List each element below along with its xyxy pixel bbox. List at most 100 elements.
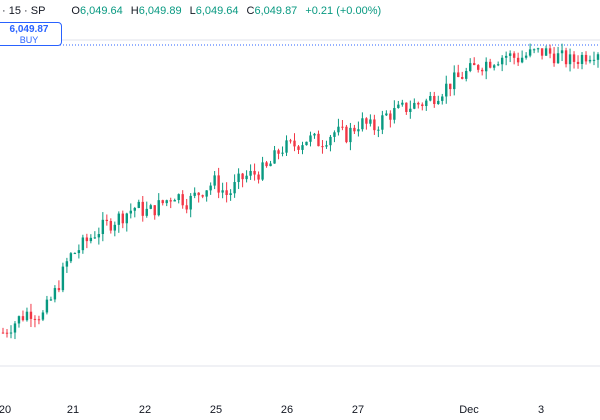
candle-body (205, 190, 208, 197)
candle-body (17, 316, 21, 324)
candle-body (329, 136, 332, 146)
candle-body (245, 175, 248, 180)
candle-body (221, 190, 224, 193)
candle-body (229, 193, 232, 196)
candle-body (560, 50, 564, 54)
candle-body (437, 100, 440, 105)
candle-body (113, 224, 117, 231)
change-value: +0.21 (+0.00%) (305, 5, 382, 17)
candle-body (217, 175, 220, 193)
candle-body (425, 100, 428, 107)
candle-body (129, 210, 132, 214)
candle-body (536, 48, 540, 50)
candle-body (361, 118, 364, 130)
candle-body (576, 61, 580, 64)
candle-body (237, 173, 240, 183)
candle-body (429, 96, 432, 101)
candle-body (289, 140, 292, 142)
candle-body (357, 129, 360, 132)
candle-body (584, 54, 588, 62)
candle-body (572, 54, 576, 62)
candle-body (504, 55, 508, 58)
candle-body (81, 237, 85, 251)
candle-body (568, 54, 572, 65)
candle-body (488, 61, 492, 68)
ohlc-readout: O6,049.64 H6,049.89 L6,049.64 C6,049.87 … (71, 5, 381, 17)
candle-body (189, 195, 192, 210)
candle-body (41, 312, 45, 320)
candle-body (381, 115, 384, 130)
candle-body (313, 133, 316, 136)
x-tick-label: 20 (0, 404, 11, 416)
candle-body (117, 213, 121, 225)
buy-button[interactable]: 6,049.87 BUY (0, 22, 62, 46)
candle-body (353, 127, 356, 132)
candle-body (53, 288, 57, 300)
candle-body (417, 102, 420, 105)
x-tick-label: 27 (352, 404, 364, 416)
candle-body (177, 194, 180, 201)
candle-body (149, 205, 152, 209)
candle-body (297, 146, 300, 150)
candle-body (461, 77, 464, 79)
candle-body (580, 54, 584, 64)
candle-body (165, 200, 168, 204)
candle-body (365, 118, 368, 124)
candle-body (532, 49, 536, 51)
x-tick-label: 21 (67, 404, 79, 416)
x-axis: 20 21 22 25 26 27 Dec 3 (0, 404, 544, 416)
candle-body (321, 146, 324, 148)
candle-body (345, 126, 348, 143)
candle-body (540, 48, 544, 56)
candle-body (389, 113, 392, 120)
symbol-label[interactable]: · 15 · SP (2, 5, 46, 17)
candle-body (477, 65, 480, 70)
candle-body (473, 63, 476, 66)
candle-body (269, 163, 272, 167)
high-value: 6,049.89 (138, 5, 182, 17)
x-tick-label: 26 (281, 404, 293, 416)
candle-body (457, 72, 460, 78)
candle-body (109, 220, 113, 231)
candle-body (421, 104, 424, 107)
candle-body (201, 195, 204, 197)
candle-body (401, 102, 404, 105)
candle-body (413, 102, 416, 109)
candle-body (285, 140, 288, 153)
candle-body (253, 170, 256, 175)
candle-body (516, 57, 520, 63)
candle-body (77, 250, 81, 254)
candle-body (393, 107, 396, 120)
candle-body (484, 61, 488, 72)
candle-body (524, 55, 528, 58)
open-label: O (71, 5, 80, 17)
candle-body (69, 253, 73, 262)
candle-body (445, 83, 448, 97)
candle-body (13, 323, 17, 333)
candle-body (281, 152, 284, 154)
candle-body (556, 53, 560, 64)
candle-body (512, 53, 516, 58)
candle-body (197, 192, 200, 196)
candle-body (309, 135, 312, 142)
candle-body (49, 299, 53, 301)
candle-body (341, 126, 344, 128)
candle-body (85, 237, 89, 242)
candle-body (293, 140, 296, 147)
chart-header: · 15 · SP O6,049.64 H6,049.89 L6,049.64 … (0, 0, 600, 22)
candle-body (265, 162, 268, 167)
candle-body (564, 50, 568, 65)
candle-body (377, 129, 380, 131)
candle-body (397, 104, 400, 108)
candle-body (520, 57, 524, 63)
candle-body (349, 127, 352, 143)
close-value: 6,049.87 (254, 5, 298, 17)
candle-body (369, 119, 372, 124)
candle-body (337, 126, 340, 133)
candle-body (257, 174, 260, 180)
high-label: H (130, 5, 139, 17)
candle-body (508, 53, 512, 56)
candle-body (145, 208, 148, 216)
candle-body (125, 213, 128, 224)
